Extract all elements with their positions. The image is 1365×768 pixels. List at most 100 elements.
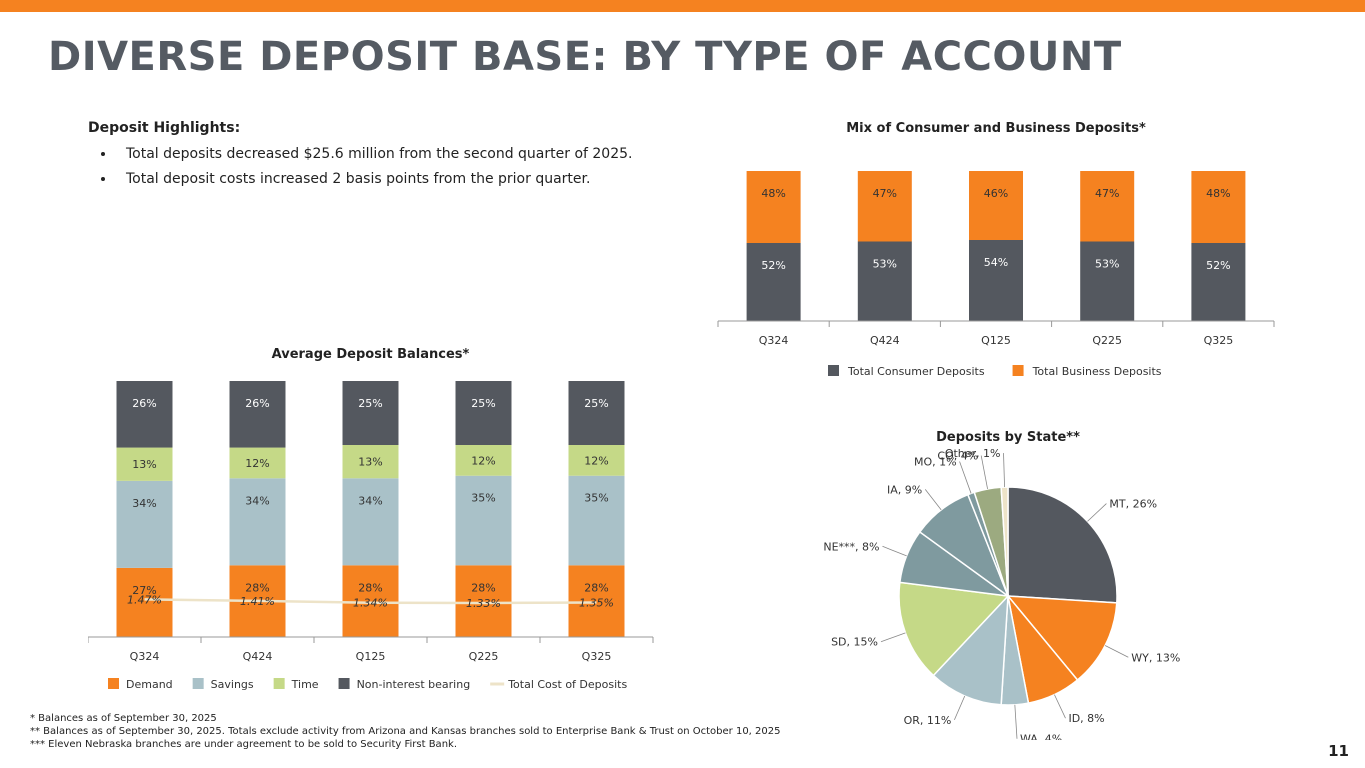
cost-label: 1.34% xyxy=(353,597,388,610)
data-label: 27% xyxy=(132,584,156,597)
bar-segment xyxy=(342,445,399,479)
x-tick-label: Q324 xyxy=(130,650,160,663)
footnote: * Balances as of September 30, 2025 xyxy=(30,713,217,724)
leader-line xyxy=(882,545,907,557)
bar-segment xyxy=(857,171,912,242)
cost-label: 1.47% xyxy=(127,593,162,606)
pie-label: CO, 4% xyxy=(937,450,978,463)
bar-segment xyxy=(568,565,625,637)
footnote: *** Eleven Nebraska branches are under a… xyxy=(30,739,457,750)
data-label: 25% xyxy=(471,397,495,410)
bar-segment xyxy=(969,171,1023,240)
legend-swatch xyxy=(1012,365,1024,376)
bar-segment xyxy=(116,567,173,637)
cost-label: 1.35% xyxy=(579,596,614,609)
data-label: 47% xyxy=(1095,187,1119,200)
bar-segment xyxy=(969,240,1023,321)
data-label: 28% xyxy=(584,581,608,594)
data-label: 35% xyxy=(471,492,495,505)
bar-segment xyxy=(116,480,173,568)
highlight-bullet: Total deposits decreased $25.6 million f… xyxy=(116,146,708,162)
pie-label: IA, 9% xyxy=(887,483,922,496)
pie-slice xyxy=(1006,595,1118,682)
data-label: 28% xyxy=(358,581,382,594)
x-tick-label: Q424 xyxy=(243,650,273,663)
data-label: 35% xyxy=(584,492,608,505)
legend-label: Total Cost of Deposits xyxy=(507,678,627,691)
leader-line xyxy=(1003,453,1005,488)
data-label: 47% xyxy=(873,187,897,200)
bar-segment xyxy=(568,381,625,445)
x-tick-label: Q225 xyxy=(469,650,499,663)
pie-slice xyxy=(932,593,1009,706)
pie-label: MT, 26% xyxy=(1109,498,1157,511)
legend-swatch xyxy=(338,678,350,689)
data-label: 25% xyxy=(584,397,608,410)
leader-line xyxy=(959,461,972,494)
bar-segment xyxy=(568,445,625,476)
data-label: 25% xyxy=(358,397,382,410)
legend-swatch xyxy=(192,678,204,689)
data-label: 52% xyxy=(1206,259,1230,272)
bar-segment xyxy=(1080,171,1135,242)
legend-label: Total Business Deposits xyxy=(1032,365,1162,378)
cost-label: 1.33% xyxy=(466,597,501,610)
data-label: 34% xyxy=(358,494,382,507)
bar-segment xyxy=(229,447,286,479)
legend-label: Time xyxy=(291,678,319,691)
average-deposit-balances-chart: Average Deposit Balances* 27% 34% 13% 26% Q32… xyxy=(88,347,654,691)
x-tick-label: Q325 xyxy=(582,650,612,663)
leader-line xyxy=(1014,704,1018,739)
legend-swatch xyxy=(273,678,285,689)
bar-segment xyxy=(116,381,173,448)
bar-segment xyxy=(455,445,512,476)
leader-line xyxy=(1104,645,1129,658)
data-label: 13% xyxy=(132,458,156,471)
deposit-highlights: Deposit Highlights: Total deposits decre… xyxy=(88,120,708,196)
chart-title: Mix of Consumer and Business Deposits* xyxy=(846,121,1146,136)
data-label: 46% xyxy=(984,187,1008,200)
bar-segment xyxy=(455,381,512,445)
page-number: 11 xyxy=(1328,742,1349,760)
x-tick-label: Q125 xyxy=(981,334,1011,347)
bar-segment xyxy=(116,447,173,481)
cost-label: 1.41% xyxy=(240,595,275,608)
highlight-bullet: Total deposit costs increased 2 basis po… xyxy=(116,171,708,187)
legend-label: Savings xyxy=(211,678,254,691)
x-tick-label: Q324 xyxy=(759,334,789,347)
pie-label: SD, 15% xyxy=(831,636,878,649)
data-label: 28% xyxy=(245,581,269,594)
leader-line xyxy=(1087,503,1107,522)
data-label: 28% xyxy=(471,581,495,594)
legend-label: Total Consumer Deposits xyxy=(847,365,985,378)
legend-swatch xyxy=(108,678,119,689)
x-tick-label: Q225 xyxy=(1092,334,1122,347)
pie-label: MO, 1% xyxy=(914,455,957,468)
data-label: 26% xyxy=(245,397,269,410)
pie-slice xyxy=(1007,486,1118,604)
bar-segment xyxy=(342,381,399,445)
leader-line xyxy=(1054,694,1066,719)
data-label: 12% xyxy=(584,454,608,467)
data-label: 48% xyxy=(761,187,785,200)
pie-label: WY, 13% xyxy=(1131,651,1180,664)
data-label: 26% xyxy=(132,397,156,410)
pie-label: WA, 4% xyxy=(1020,733,1062,740)
x-tick-label: Q125 xyxy=(356,650,386,663)
footnote: ** Balances as of September 30, 2025. To… xyxy=(30,726,781,737)
pie-label: NE***, 8% xyxy=(823,540,879,553)
bar-segment xyxy=(342,478,399,566)
bar-segment xyxy=(1191,243,1246,321)
legend-label: Demand xyxy=(126,678,173,691)
leader-line xyxy=(880,632,906,643)
data-label: 53% xyxy=(1095,258,1119,271)
data-label: 34% xyxy=(132,497,156,510)
legend-label: Non-interest bearing xyxy=(357,678,471,691)
bar-segment xyxy=(229,381,286,448)
data-label: 53% xyxy=(873,258,897,271)
data-label: 12% xyxy=(471,454,495,467)
chart-title: Average Deposit Balances* xyxy=(272,347,470,362)
bar-segment xyxy=(455,475,512,566)
pie-label: OR, 11% xyxy=(904,714,952,727)
leader-line xyxy=(954,695,966,721)
